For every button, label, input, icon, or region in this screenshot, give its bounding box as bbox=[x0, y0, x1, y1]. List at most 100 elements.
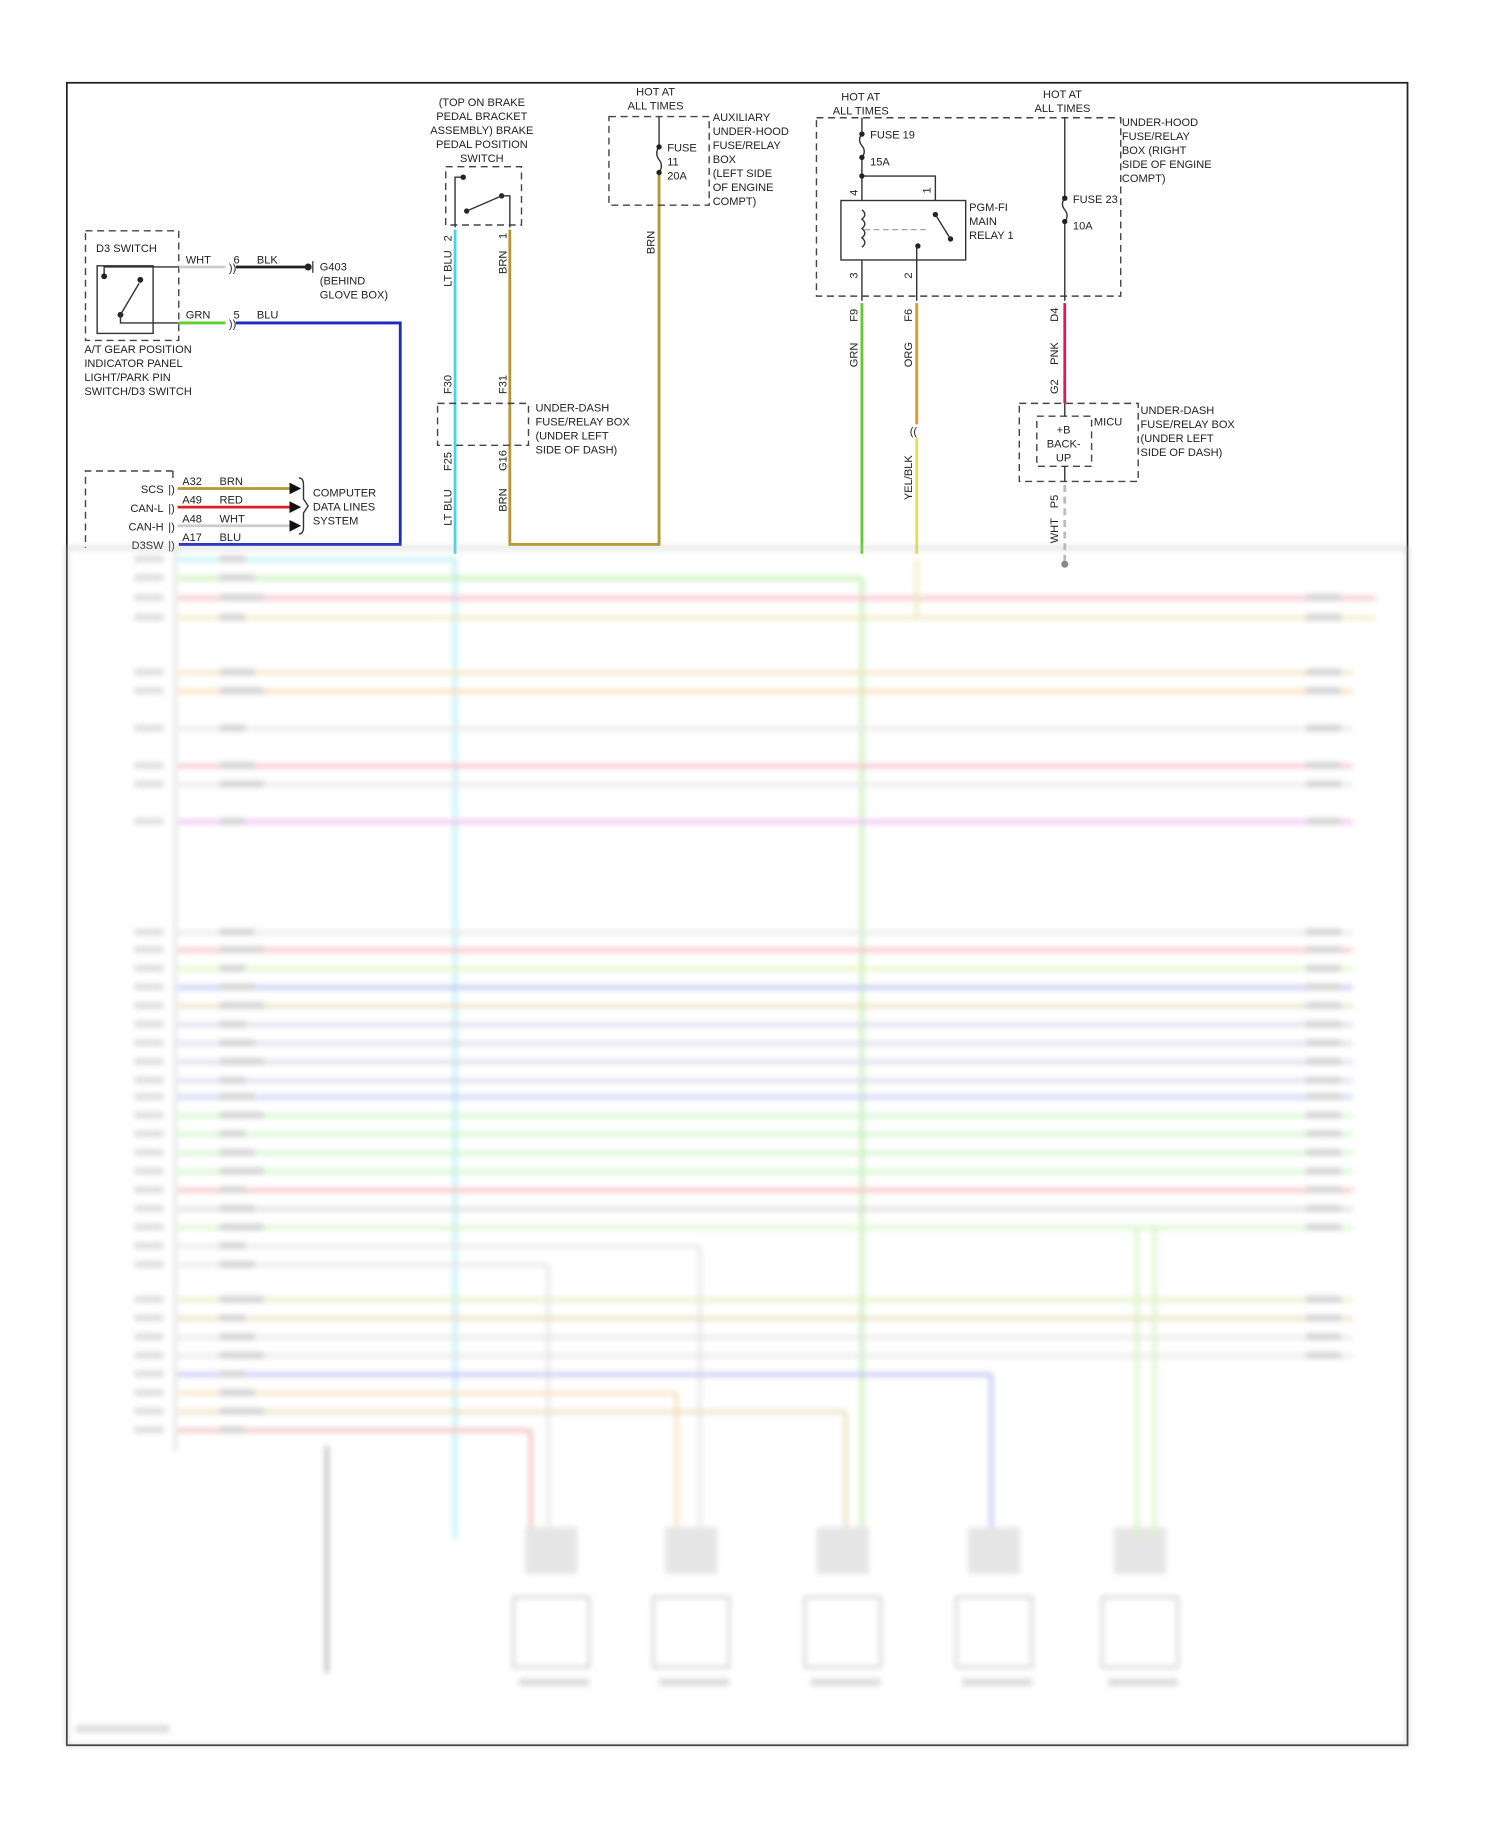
micu-name: MICU bbox=[1094, 417, 1122, 429]
wire-label-brn: BRN bbox=[645, 231, 657, 254]
relay-pin-1: 1 bbox=[922, 187, 934, 193]
wire-label-grn: GRN bbox=[186, 309, 211, 321]
data-lines-label: DATA LINES bbox=[313, 502, 375, 514]
connector-symbol: |) bbox=[168, 540, 175, 552]
box-label: (LEFT SIDE bbox=[713, 168, 772, 180]
relay-label: RELAY 1 bbox=[969, 230, 1013, 242]
brake-switch-title: SWITCH bbox=[460, 153, 504, 165]
micu-inner-label: BACK- bbox=[1047, 439, 1081, 451]
wire-label-grn: GRN bbox=[848, 343, 860, 368]
micu-box-label: UNDER-DASH bbox=[1141, 405, 1215, 417]
hot-label: HOT AT bbox=[841, 91, 880, 103]
box-label: BOX bbox=[713, 154, 737, 166]
fuse-19-rating: 15A bbox=[870, 157, 890, 169]
relay-pin-4: 4 bbox=[848, 190, 860, 196]
pcm-pin-name: SCS bbox=[141, 484, 164, 496]
d3-caption: SWITCH/D3 SWITCH bbox=[84, 386, 192, 398]
pin-2: 2 bbox=[443, 235, 455, 241]
pcm-pin-name: D3SW bbox=[132, 540, 165, 552]
under-dash-box-label: FUSE/RELAY BOX bbox=[535, 417, 630, 429]
svg-text:((: (( bbox=[910, 426, 918, 438]
svg-text:)): )) bbox=[229, 263, 236, 275]
brake-switch-title: PEDAL BRACKET bbox=[436, 111, 527, 123]
conn-f31: F31 bbox=[497, 375, 509, 394]
d3-caption: LIGHT/PARK PIN bbox=[84, 372, 170, 384]
relay-label: MAIN bbox=[969, 216, 997, 228]
pin-5: 5 bbox=[234, 309, 240, 321]
wire-label-yelblk: YEL/BLK bbox=[903, 455, 915, 501]
brake-pedal-position-switch: (TOP ON BRAKE PEDAL BRACKET ASSEMBLY) BR… bbox=[430, 97, 661, 554]
hot-label: ALL TIMES bbox=[628, 101, 684, 113]
pcm-connector: SCS |) A32 BRN CAN-L |) A49 RED CAN-H |) A48 WHT D3S… bbox=[84, 470, 376, 552]
box-label: UNDER-HOOD bbox=[1122, 117, 1198, 129]
fuse-11-rating: 20A bbox=[667, 171, 687, 183]
under-dash-box-label: (UNDER LEFT bbox=[535, 431, 608, 443]
hot-label: ALL TIMES bbox=[833, 105, 889, 117]
relay-label: PGM-FI bbox=[969, 202, 1008, 214]
fuse-11-label: FUSE bbox=[667, 143, 697, 155]
hot-label: ALL TIMES bbox=[1034, 103, 1090, 115]
pin-1: 1 bbox=[497, 233, 509, 239]
hot-label: HOT AT bbox=[1043, 89, 1082, 101]
conn-f25: F25 bbox=[443, 452, 455, 471]
fuse-23-label: FUSE 23 bbox=[1073, 194, 1118, 206]
conn-g2: G2 bbox=[1049, 379, 1061, 394]
pcm-pin-number: A17 bbox=[182, 532, 202, 544]
pcm-pin-name: CAN-L bbox=[130, 503, 163, 515]
micu-inner-label: UP bbox=[1056, 453, 1071, 465]
box-label: FUSE/RELAY bbox=[1122, 131, 1191, 143]
under-hood-fuse-relay-box: HOT AT ALL TIMES HOT AT ALL TIMES FUSE 1… bbox=[815, 89, 1212, 554]
box-label: OF ENGINE bbox=[713, 182, 774, 194]
pcm-wire-color: RED bbox=[220, 495, 243, 507]
arrow-icon bbox=[289, 501, 302, 513]
micu-inner-label: +B bbox=[1057, 425, 1071, 437]
relay-pin-2: 2 bbox=[903, 272, 915, 278]
micu-box-label: FUSE/RELAY BOX bbox=[1141, 419, 1236, 431]
arrow-icon bbox=[289, 482, 302, 495]
wire-label-blk: BLK bbox=[257, 254, 279, 266]
wire-label-pnk: PNK bbox=[1049, 342, 1061, 365]
brake-switch-title: ASSEMBLY) BRAKE bbox=[430, 125, 533, 137]
fuse-11-label: 11 bbox=[667, 157, 678, 169]
hot-label: HOT AT bbox=[636, 87, 675, 99]
d3-caption: INDICATOR PANEL bbox=[84, 358, 182, 370]
conn-f9: F9 bbox=[848, 309, 860, 322]
connector-symbol: |) bbox=[168, 503, 175, 515]
pin-6: 6 bbox=[234, 254, 240, 266]
pcm-pin-number: A32 bbox=[182, 476, 202, 488]
box-label: COMPT) bbox=[713, 196, 757, 208]
ground-g403: G403 bbox=[320, 261, 347, 273]
fuse-23-rating: 10A bbox=[1073, 221, 1093, 233]
connector-symbol: |) bbox=[168, 521, 175, 533]
micu-box-label: (UNDER LEFT bbox=[1141, 433, 1214, 445]
diagram-frame bbox=[65, 81, 1409, 1747]
pcm-wire-color: WHT bbox=[220, 513, 245, 525]
micu: +B BACK- UP MICU UNDER-DASH FUSE/RELAY B… bbox=[1018, 402, 1236, 568]
micu-box-label: SIDE OF DASH) bbox=[1141, 447, 1223, 459]
wire-label-wht: WHT bbox=[186, 254, 211, 266]
pcm-pin-name: CAN-H bbox=[129, 521, 164, 533]
box-label: AUXILIARY bbox=[713, 112, 771, 124]
blurred-lower-diagram bbox=[65, 546, 1409, 1747]
data-lines-label: COMPUTER bbox=[313, 488, 376, 500]
pcm-wire-color: BRN bbox=[220, 476, 243, 488]
wire-label-org: ORG bbox=[903, 342, 915, 367]
brake-switch-title: PEDAL POSITION bbox=[436, 139, 528, 151]
d3-switch-title: D3 SWITCH bbox=[96, 243, 157, 255]
wire-label-brn: BRN bbox=[497, 488, 509, 511]
box-label: FUSE/RELAY bbox=[713, 140, 782, 152]
pcm-pin-number: A49 bbox=[182, 495, 202, 507]
box-label: COMPT) bbox=[1122, 173, 1166, 185]
wire-label-blu: BLU bbox=[257, 309, 279, 321]
wire-label-ltblu: LT BLU bbox=[443, 489, 455, 525]
wire-label-brn: BRN bbox=[497, 251, 509, 274]
box-label: SIDE OF ENGINE bbox=[1122, 159, 1212, 171]
relay-pin-3: 3 bbox=[848, 272, 860, 278]
under-dash-box-label: UNDER-DASH bbox=[535, 403, 609, 415]
conn-f6: F6 bbox=[903, 309, 915, 322]
brake-switch-title: (TOP ON BRAKE bbox=[439, 97, 525, 109]
arrow-icon bbox=[289, 519, 302, 532]
conn-p5: P5 bbox=[1049, 495, 1061, 509]
wire-label-ltblu: LT BLU bbox=[443, 250, 455, 286]
